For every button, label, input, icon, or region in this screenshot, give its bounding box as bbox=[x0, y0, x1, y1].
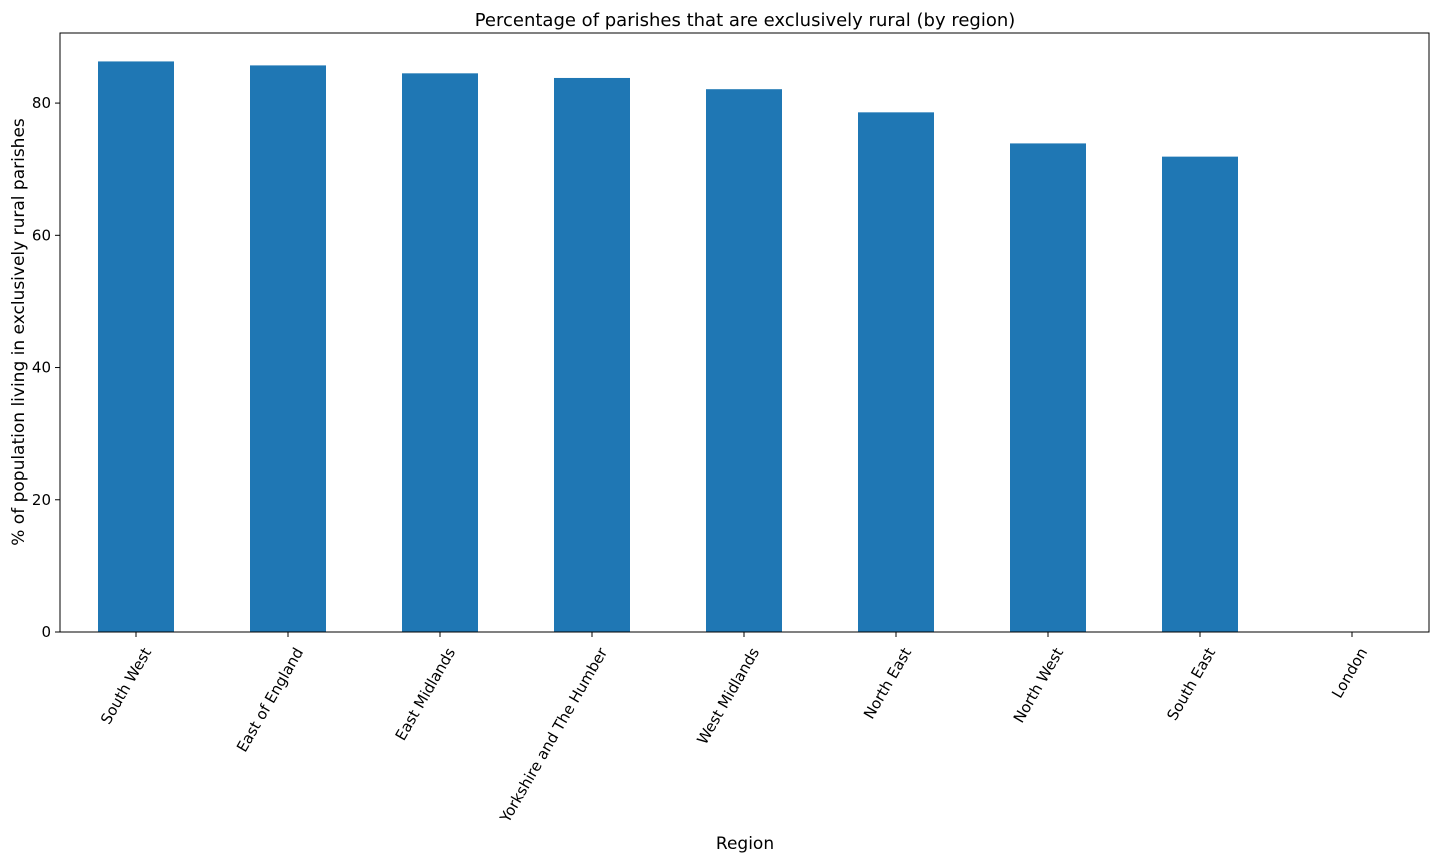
x-tick-label: North East bbox=[860, 645, 915, 723]
bar-north-east bbox=[858, 112, 934, 632]
x-tick-label: North West bbox=[1010, 645, 1067, 727]
y-tick-label: 80 bbox=[32, 94, 51, 112]
x-tick-label: South East bbox=[1163, 645, 1219, 724]
y-tick-label: 60 bbox=[32, 226, 51, 244]
bar-south-west bbox=[98, 61, 174, 632]
x-axis-label: Region bbox=[716, 834, 774, 854]
y-axis: 0 20 40 60 80 bbox=[32, 94, 60, 641]
bar-east-of-england bbox=[250, 65, 326, 633]
bar-west-midlands bbox=[706, 89, 782, 632]
y-tick-label: 20 bbox=[32, 491, 51, 509]
bar-south-east bbox=[1162, 156, 1238, 633]
x-tick-label: East Midlands bbox=[392, 644, 460, 743]
x-tick-label: South West bbox=[97, 645, 155, 728]
y-axis-label: % of population living in exclusively ru… bbox=[9, 118, 29, 546]
chart-title: Percentage of parishes that are exclusiv… bbox=[475, 10, 1016, 31]
x-axis: South West East of England East Midlands Yo… bbox=[97, 632, 1371, 826]
bar-yorkshire-and-the-humber bbox=[554, 77, 630, 632]
x-tick-label: London bbox=[1328, 645, 1371, 702]
bar-east-midlands bbox=[402, 73, 478, 633]
x-tick-label: West Midlands bbox=[693, 644, 763, 747]
x-tick-label: Yorkshire and The Humber bbox=[496, 644, 612, 826]
x-tick-label: East of England bbox=[233, 645, 307, 756]
y-tick-label: 40 bbox=[32, 359, 51, 377]
bar-north-west bbox=[1010, 143, 1086, 633]
bars-layer bbox=[98, 61, 1238, 633]
y-tick-label: 0 bbox=[41, 623, 51, 641]
